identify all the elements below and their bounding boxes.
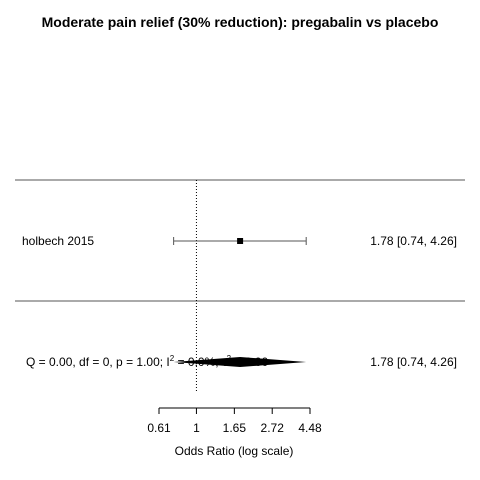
x-tick-label: 2.72 — [261, 421, 285, 435]
stats-prefix: Q = 0.00, df = 0, p = 1.00; I — [26, 355, 170, 369]
tau-value: = 0.00 — [231, 355, 268, 369]
x-tick-label: 4.48 — [298, 421, 322, 435]
summary-result: 1.78 [0.74, 4.26] — [370, 355, 457, 369]
i2-value: = 0.0%, τ — [174, 355, 227, 369]
study-point — [237, 238, 243, 244]
study-result: 1.78 [0.74, 4.26] — [370, 234, 457, 248]
x-axis: 0.61 1 1.65 2.72 4.48 — [147, 408, 322, 435]
study-label: holbech 2015 — [22, 234, 94, 248]
chart-title: Moderate pain relief (30% reduction): pr… — [42, 14, 439, 30]
x-tick-label: 1.65 — [223, 421, 247, 435]
x-tick-label: 0.61 — [147, 421, 171, 435]
x-axis-label: Odds Ratio (log scale) — [175, 444, 294, 458]
heterogeneity-stats: Q = 0.00, df = 0, p = 1.00; I2 = 0.0%, τ… — [26, 354, 268, 369]
x-tick-label: 1 — [193, 421, 200, 435]
